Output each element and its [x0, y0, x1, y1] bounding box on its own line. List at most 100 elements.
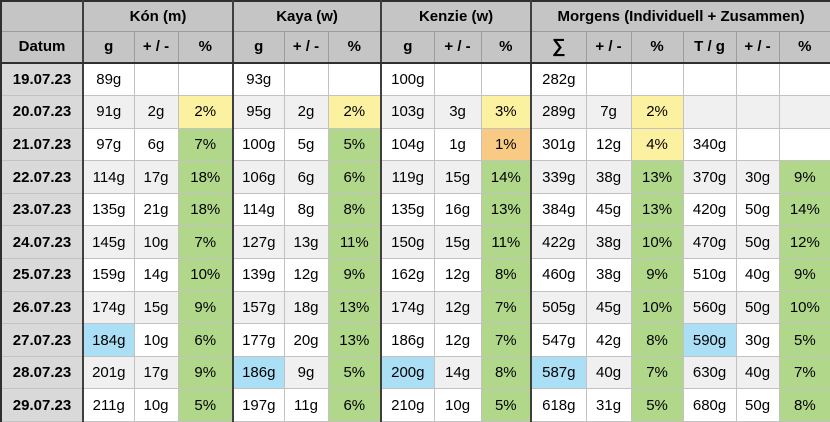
- data-cell[interactable]: 38g: [585, 225, 632, 260]
- data-cell[interactable]: 157g: [232, 290, 285, 325]
- column-header-g-kaya[interactable]: g: [232, 30, 285, 64]
- data-cell[interactable]: 93g: [232, 62, 285, 97]
- data-cell[interactable]: 8%: [480, 258, 532, 292]
- data-cell[interactable]: 10%: [630, 290, 684, 325]
- data-cell[interactable]: 210g: [380, 388, 435, 422]
- data-cell[interactable]: 13%: [327, 323, 382, 357]
- date-cell[interactable]: 22.07.23: [0, 160, 84, 194]
- data-cell[interactable]: 150g: [380, 225, 435, 260]
- data-cell[interactable]: 114g: [232, 192, 285, 227]
- data-cell[interactable]: 40g: [735, 258, 780, 292]
- data-cell[interactable]: [630, 62, 684, 97]
- data-cell[interactable]: 13%: [630, 160, 684, 194]
- data-cell[interactable]: 7%: [630, 355, 684, 390]
- data-cell[interactable]: 38g: [585, 160, 632, 194]
- data-cell[interactable]: 40g: [735, 355, 780, 390]
- data-cell[interactable]: 13%: [327, 290, 382, 325]
- data-cell[interactable]: 10g: [133, 388, 179, 422]
- data-cell[interactable]: 211g: [82, 388, 135, 422]
- column-header-pct-kon[interactable]: %: [177, 30, 234, 64]
- data-cell[interactable]: 340g: [682, 127, 737, 162]
- column-header-total-g[interactable]: T / g: [682, 30, 737, 64]
- data-cell[interactable]: 6%: [327, 388, 382, 422]
- data-cell[interactable]: 1g: [433, 127, 482, 162]
- data-cell[interactable]: 9%: [177, 355, 234, 390]
- data-cell[interactable]: 5%: [177, 388, 234, 422]
- data-cell[interactable]: [735, 127, 780, 162]
- data-cell[interactable]: [778, 95, 830, 129]
- data-cell[interactable]: 2%: [630, 95, 684, 129]
- data-cell[interactable]: 590g: [682, 323, 737, 357]
- data-cell[interactable]: 460g: [530, 258, 587, 292]
- data-cell[interactable]: 560g: [682, 290, 737, 325]
- data-cell[interactable]: [133, 62, 179, 97]
- data-cell[interactable]: 30g: [735, 323, 780, 357]
- data-cell[interactable]: 6%: [327, 160, 382, 194]
- data-cell[interactable]: 40g: [585, 355, 632, 390]
- date-cell[interactable]: 26.07.23: [0, 290, 84, 325]
- data-cell[interactable]: 50g: [735, 192, 780, 227]
- data-cell[interactable]: 8%: [778, 388, 830, 422]
- data-cell[interactable]: [585, 62, 632, 97]
- data-cell[interactable]: 119g: [380, 160, 435, 194]
- data-cell[interactable]: 104g: [380, 127, 435, 162]
- column-header-pct-kaya[interactable]: %: [327, 30, 382, 64]
- data-cell[interactable]: 45g: [585, 192, 632, 227]
- data-cell[interactable]: 11g: [283, 388, 329, 422]
- data-cell[interactable]: 6g: [133, 127, 179, 162]
- data-cell[interactable]: 50g: [735, 388, 780, 422]
- column-header-diff-kon[interactable]: + / -: [133, 30, 179, 64]
- data-cell[interactable]: 510g: [682, 258, 737, 292]
- data-cell[interactable]: [177, 62, 234, 97]
- data-cell[interactable]: 174g: [82, 290, 135, 325]
- data-cell[interactable]: 9%: [778, 160, 830, 194]
- data-cell[interactable]: 197g: [232, 388, 285, 422]
- data-cell[interactable]: 14%: [480, 160, 532, 194]
- data-cell[interactable]: 11%: [327, 225, 382, 260]
- data-cell[interactable]: 2%: [327, 95, 382, 129]
- column-header-diff-kaya[interactable]: + / -: [283, 30, 329, 64]
- data-cell[interactable]: 12g: [585, 127, 632, 162]
- data-cell[interactable]: [735, 62, 780, 97]
- data-cell[interactable]: 186g: [232, 355, 285, 390]
- date-cell[interactable]: 24.07.23: [0, 225, 84, 260]
- data-cell[interactable]: 7%: [177, 127, 234, 162]
- data-cell[interactable]: 45g: [585, 290, 632, 325]
- data-cell[interactable]: 159g: [82, 258, 135, 292]
- data-cell[interactable]: 13%: [630, 192, 684, 227]
- data-cell[interactable]: 12g: [433, 290, 482, 325]
- data-cell[interactable]: 20g: [283, 323, 329, 357]
- data-cell[interactable]: 618g: [530, 388, 587, 422]
- data-cell[interactable]: 184g: [82, 323, 135, 357]
- data-cell[interactable]: 6g: [283, 160, 329, 194]
- data-cell[interactable]: 680g: [682, 388, 737, 422]
- data-cell[interactable]: 12g: [433, 323, 482, 357]
- data-cell[interactable]: [327, 62, 382, 97]
- date-cell[interactable]: 27.07.23: [0, 323, 84, 357]
- data-cell[interactable]: 145g: [82, 225, 135, 260]
- data-cell[interactable]: 15g: [433, 225, 482, 260]
- data-cell[interactable]: 9%: [327, 258, 382, 292]
- data-cell[interactable]: [778, 62, 830, 97]
- data-cell[interactable]: 42g: [585, 323, 632, 357]
- data-cell[interactable]: 18g: [283, 290, 329, 325]
- data-cell[interactable]: 5%: [327, 127, 382, 162]
- data-cell[interactable]: 50g: [735, 290, 780, 325]
- data-cell[interactable]: [682, 62, 737, 97]
- group-header-kenzie[interactable]: Kenzie (w): [380, 0, 532, 32]
- date-cell[interactable]: 28.07.23: [0, 355, 84, 390]
- data-cell[interactable]: 422g: [530, 225, 587, 260]
- column-header-g-kon[interactable]: g: [82, 30, 135, 64]
- data-cell[interactable]: 8%: [480, 355, 532, 390]
- data-cell[interactable]: 2g: [283, 95, 329, 129]
- data-cell[interactable]: 339g: [530, 160, 587, 194]
- data-cell[interactable]: 9%: [778, 258, 830, 292]
- column-header-pct-total[interactable]: %: [778, 30, 830, 64]
- data-cell[interactable]: 7g: [585, 95, 632, 129]
- date-cell[interactable]: 29.07.23: [0, 388, 84, 422]
- data-cell[interactable]: 10%: [177, 258, 234, 292]
- data-cell[interactable]: 1%: [480, 127, 532, 162]
- data-cell[interactable]: 470g: [682, 225, 737, 260]
- date-cell[interactable]: 25.07.23: [0, 258, 84, 292]
- data-cell[interactable]: 4%: [630, 127, 684, 162]
